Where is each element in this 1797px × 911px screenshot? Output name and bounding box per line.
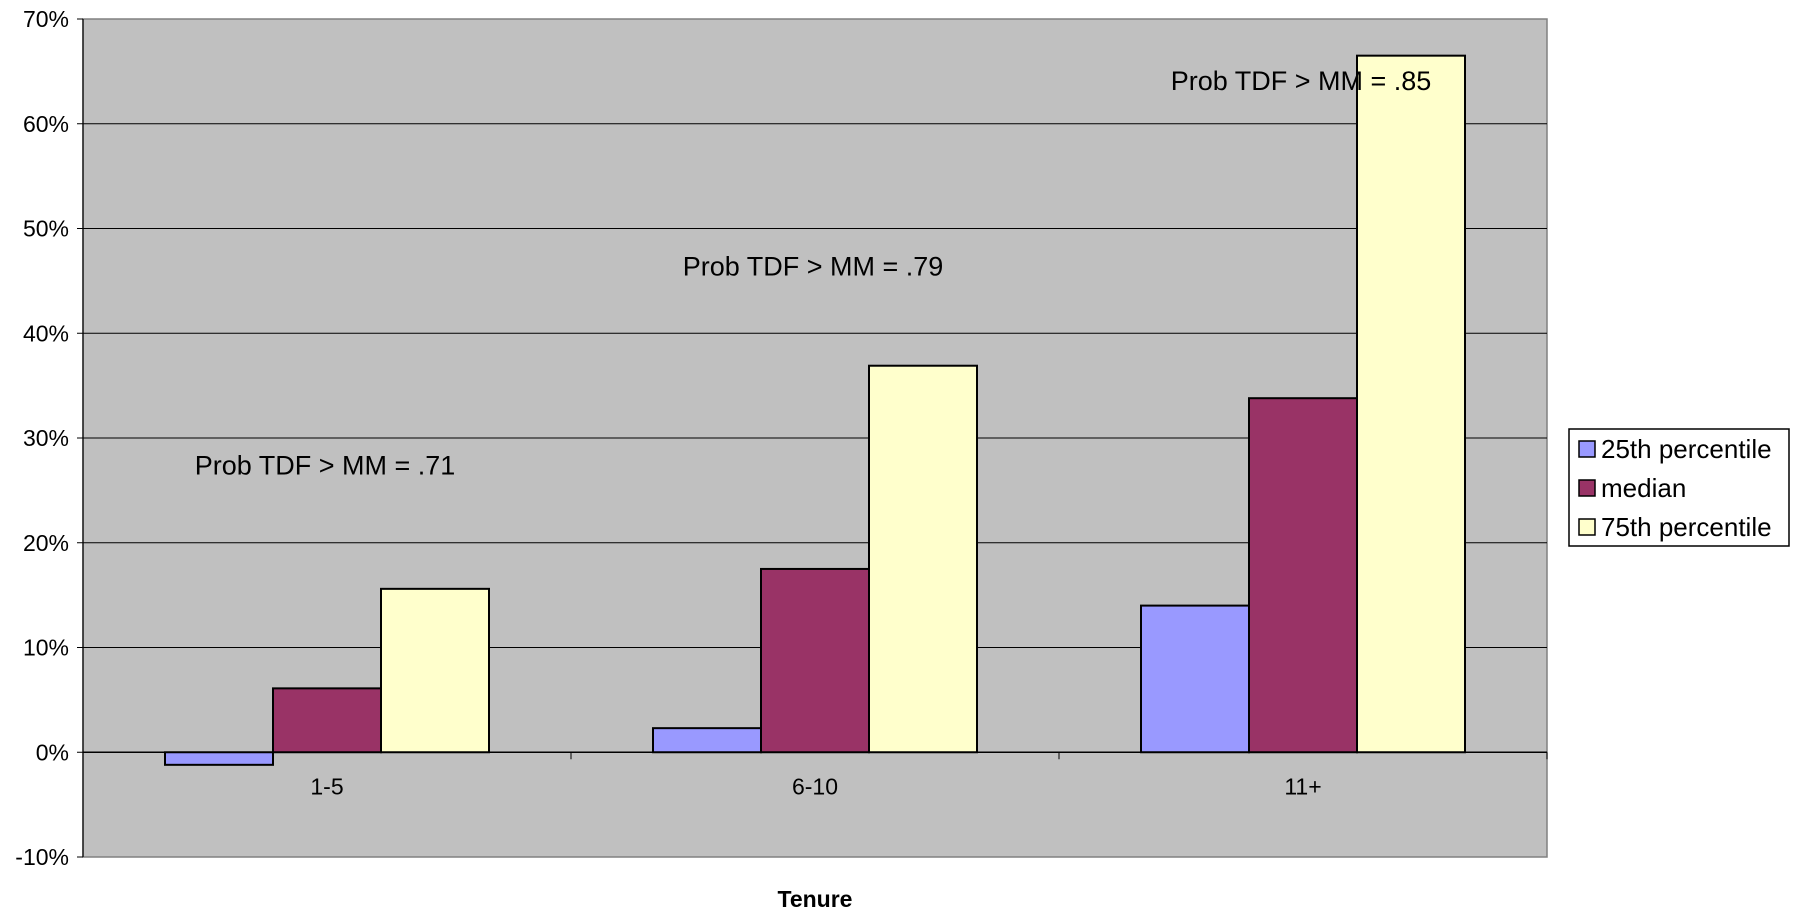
y-tick-label: 60% xyxy=(23,111,69,137)
y-tick-label: -10% xyxy=(15,844,69,870)
y-tick-label: 40% xyxy=(23,320,69,346)
bar-median-6-10 xyxy=(760,567,870,754)
bar-25th-percentile-11+ xyxy=(1140,604,1250,754)
legend-label: 75th percentile xyxy=(1601,512,1772,542)
legend-swatch-75th-percentile xyxy=(1578,518,1596,536)
annotation-label: Prob TDF > MM = .85 xyxy=(1171,66,1432,96)
bar-25th-percentile-1-5 xyxy=(164,751,274,766)
annotation-label: Prob TDF > MM = .71 xyxy=(195,451,456,481)
legend-box xyxy=(1568,428,1790,547)
x-axis-title: Tenure xyxy=(778,886,853,911)
x-tick-label: 6-10 xyxy=(792,773,838,799)
legend-label: 25th percentile xyxy=(1601,434,1772,464)
bar-25th-percentile-6-10 xyxy=(652,727,762,754)
y-tick-label: 70% xyxy=(23,6,69,32)
bar-median-1-5 xyxy=(272,687,382,754)
bar-75th-percentile-11+ xyxy=(1356,54,1466,754)
y-tick-label: 30% xyxy=(23,425,69,451)
bar-median-11+ xyxy=(1248,397,1358,754)
y-tick-label: 0% xyxy=(36,739,69,765)
y-tick-label: 10% xyxy=(23,635,69,661)
legend-swatch-25th-percentile xyxy=(1578,440,1596,458)
annotation-label: Prob TDF > MM = .79 xyxy=(683,252,944,282)
bar-75th-percentile-6-10 xyxy=(868,364,978,754)
x-tick-label: 1-5 xyxy=(310,773,343,799)
x-tick-label: 11+ xyxy=(1284,773,1321,799)
legend-label: median xyxy=(1601,473,1686,503)
y-tick-label: 50% xyxy=(23,216,69,242)
y-tick-label: 20% xyxy=(23,530,69,556)
legend-swatch-median xyxy=(1578,479,1596,497)
bar-75th-percentile-1-5 xyxy=(380,587,490,754)
